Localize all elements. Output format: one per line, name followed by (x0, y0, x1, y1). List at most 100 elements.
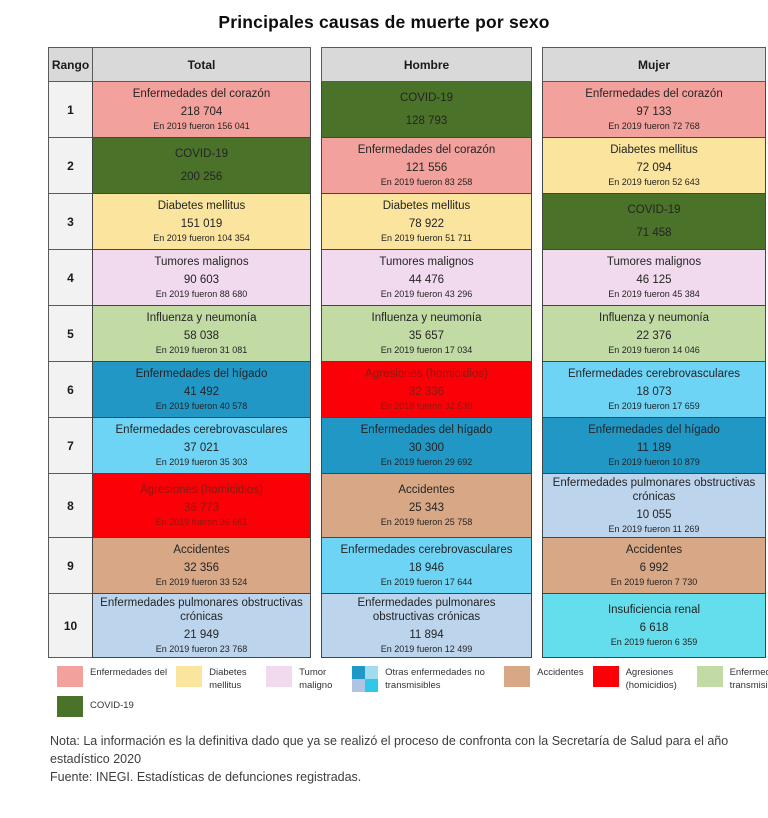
rank-cell: 7 (48, 418, 92, 474)
cause-cell-male: COVID-19 128 793 (321, 82, 532, 138)
cause-name: Accidentes (398, 483, 455, 496)
cause-cell-total: Influenza y neumonía 58 038 En 2019 fueron… (92, 306, 311, 362)
cause-cell-male: Enfermedades del corazón 121 556 En 2019 f… (321, 138, 532, 194)
cause-note: En 2019 fueron 36 661 (155, 517, 248, 528)
multi-blue-swatch (352, 666, 379, 693)
cause-note: En 2019 fueron 45 384 (608, 289, 700, 300)
cause-cell-female: Diabetes mellitus 72 094 En 2019 fueron 52… (542, 138, 766, 194)
cause-note: En 2019 fueron 25 758 (380, 517, 473, 528)
rank-cell: 6 (48, 362, 92, 418)
cause-value: 71 458 (636, 226, 672, 239)
cause-note: En 2019 fueron 17 644 (380, 577, 473, 588)
cause-value: 151 019 (180, 218, 223, 231)
tumor-swatch (266, 666, 293, 688)
cause-cell-female: Enfermedades pulmonares obstructivas cró… (542, 474, 766, 539)
cause-note: En 2019 fueron 88 680 (155, 289, 248, 300)
rank-cell: 5 (48, 306, 92, 362)
cause-cell-female: Enfermedades del corazón 97 133 En 2019 fu… (542, 82, 766, 138)
cause-value: 41 492 (183, 386, 220, 399)
cause-note: En 2019 fueron 11 269 (608, 524, 700, 535)
cause-name: Enfermedades cerebrovasculares (340, 543, 513, 556)
legend-item: Enfermedades transmisibles (696, 666, 768, 692)
cause-cell-total: Enfermedades cerebrovasculares 37 021 En 2… (92, 418, 311, 474)
cause-note: En 2019 fueron 7 730 (610, 577, 698, 588)
cause-value: 218 704 (180, 106, 223, 119)
homicide-swatch (592, 666, 619, 688)
cause-cell-total: Accidentes 32 356 En 2019 fueron 33 524 (92, 538, 311, 595)
source-text: Fuente: INEGI. Estadísticas de defuncion… (50, 769, 362, 784)
rank-cell: 1 (48, 82, 92, 138)
legend-item: COVID-19 (57, 696, 134, 718)
transmissible-swatch (696, 666, 723, 688)
cause-value: 22 376 (636, 330, 672, 343)
cause-value: 25 343 (408, 502, 445, 515)
cause-name: Enfermedades del corazón (585, 87, 723, 100)
legend-label: COVID-19 (90, 700, 134, 712)
cause-cell-female: Insuficiencia renal 6 618 En 2019 fueron 6… (542, 594, 766, 659)
cause-name: Diabetes mellitus (157, 199, 246, 212)
cause-note: En 2019 fueron 43 296 (380, 289, 473, 300)
cause-cell-total: Enfermedades pulmonares obstructivas cró… (92, 594, 311, 659)
cause-name: Agresiones (homicidios) (140, 483, 263, 496)
cause-note: En 2019 fueron 35 303 (155, 457, 248, 468)
cause-value: 36 773 (183, 502, 220, 515)
cause-value: 18 946 (408, 562, 445, 575)
cause-note: En 2019 fueron 29 692 (380, 457, 473, 468)
legend-label: Diabetes mellitus (209, 667, 247, 691)
cause-value: 10 055 (636, 509, 672, 522)
column-header-mujer: Mujer (542, 47, 766, 82)
cause-cell-total: Agresiones (homicidios) 36 773 En 2019 fue… (92, 474, 311, 539)
cause-note: En 2019 fueron 52 643 (608, 177, 700, 188)
legend-label: Accidentes (537, 667, 584, 679)
accident-swatch (504, 666, 531, 688)
cause-name: COVID-19 (399, 92, 454, 105)
legend-row-2: COVID-19 (57, 696, 768, 718)
cause-cell-total: Enfermedades del corazón 218 704 En 2019 f… (92, 82, 311, 138)
death-ranking-table: Rango Total Hombre Mujer 1 Enfermedades d… (48, 47, 766, 659)
rank-cell: 8 (48, 474, 92, 539)
legend-label: Otras enfermedades no transmisibles (385, 667, 485, 691)
legend-label: Enfermedades transmisibles (729, 667, 768, 691)
page-title: Principales causas de muerte por sexo (218, 12, 550, 32)
cause-note: En 2019 fueron 32 530 (380, 401, 473, 412)
cause-value: 78 922 (408, 218, 445, 231)
cause-note: En 2019 fueron 17 659 (608, 401, 700, 412)
cause-value: 18 073 (636, 386, 672, 399)
cause-name: Tumores malignos (606, 255, 702, 268)
cause-value: 37 021 (183, 442, 220, 455)
cause-value: 32 356 (183, 562, 220, 575)
legend-label: Enfermedades del (90, 667, 168, 679)
cause-name: Insuficiencia renal (607, 603, 701, 616)
cause-name: Enfermedades del corazón (132, 87, 271, 100)
cause-value: 6 618 (639, 622, 669, 635)
cause-note: En 2019 fueron 40 578 (155, 401, 248, 412)
cause-name: Tumores malignos (379, 255, 474, 268)
cause-cell-male: Enfermedades del hígado 30 300 En 2019 fue… (321, 418, 532, 474)
cause-name: Influenza y neumonía (599, 311, 709, 324)
cause-cell-male: Diabetes mellitus 78 922 En 2019 fueron 51… (321, 194, 532, 250)
cause-note: En 2019 fueron 33 524 (155, 577, 248, 588)
rank-cell: 9 (48, 538, 92, 595)
cause-name: COVID-19 (627, 204, 681, 217)
legend-item: Tumor maligno (266, 666, 343, 692)
cause-name: Agresiones (homicidios) (365, 367, 488, 380)
cause-name: Enfermedades del hígado (360, 423, 493, 436)
cause-name: Enfermedades cerebrovasculares (568, 367, 740, 380)
cause-value: 35 657 (408, 330, 445, 343)
cause-cell-male: Influenza y neumonía 35 657 En 2019 fueron… (321, 306, 532, 362)
cause-cell-female: Influenza y neumonía 22 376 En 2019 fueron… (542, 306, 766, 362)
cause-value: 11 189 (636, 442, 672, 455)
heart-swatch (57, 666, 83, 688)
cause-name: Influenza y neumonía (371, 311, 482, 324)
cause-note: En 2019 fueron 10 879 (608, 457, 700, 468)
cause-note: En 2019 fueron 6 359 (610, 637, 698, 648)
cause-name: Accidentes (173, 543, 230, 556)
cause-value: 200 256 (180, 170, 223, 183)
cause-value: 97 133 (636, 106, 672, 119)
cause-note: En 2019 fueron 156 041 (153, 121, 250, 132)
cause-name: Enfermedades pulmonares obstructivas cró… (100, 597, 303, 623)
cause-cell-male: Enfermedades pulmonares obstructivas cró… (321, 594, 532, 659)
footer-notes: Nota: La información es la definitiva da… (50, 733, 756, 786)
legend-row-1: Enfermedades del Diabetes mellitus Tumor m… (57, 666, 768, 693)
legend-item: Enfermedades del (57, 666, 168, 688)
